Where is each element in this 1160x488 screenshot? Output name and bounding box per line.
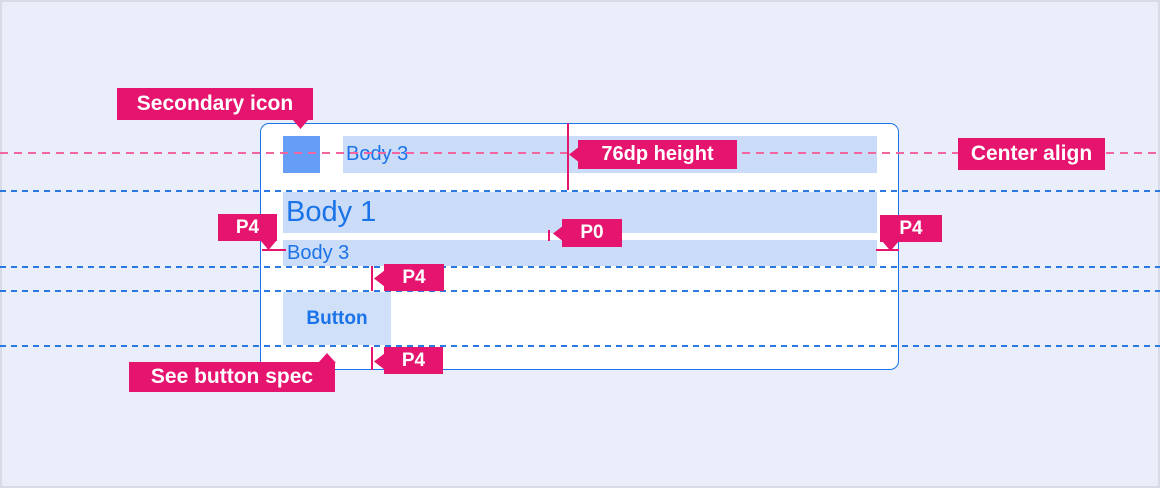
center-align-badge: Center align <box>958 138 1105 170</box>
p4-above-button-badge: P4 <box>384 264 444 291</box>
height-badge: 76dp height <box>578 140 737 169</box>
p4-left-badge: P4 <box>218 214 277 241</box>
body3-label: Body 3 <box>287 241 350 264</box>
p0-badge-label: P0 <box>580 222 604 243</box>
p4-right-badge: P4 <box>880 215 942 242</box>
secondary-icon-badge-label: Secondary icon <box>136 92 294 115</box>
button-sample[interactable]: Button <box>283 292 391 345</box>
p4-below-button-badge: P4 <box>384 347 443 374</box>
p0-badge: P0 <box>562 219 622 247</box>
p4-left-badge-label: P4 <box>235 216 260 238</box>
center-align-badge-label: Center align <box>970 142 1093 165</box>
secondary-icon-badge: Secondary icon <box>117 88 313 120</box>
see-button-spec-badge-label: See button spec <box>150 365 314 388</box>
p4-above-button-badge-label: P4 <box>402 266 426 288</box>
button-label: Button <box>306 307 368 329</box>
height-badge-label: 76dp height <box>601 143 714 165</box>
see-button-spec-badge: See button spec <box>129 362 335 392</box>
secondary-icon <box>283 136 320 173</box>
icon-row-label: Body 3 <box>346 143 409 165</box>
p4-below-button-badge-label: P4 <box>401 349 426 371</box>
p4-right-badge-label: P4 <box>899 217 923 239</box>
body1-label: Body 1 <box>286 196 377 228</box>
